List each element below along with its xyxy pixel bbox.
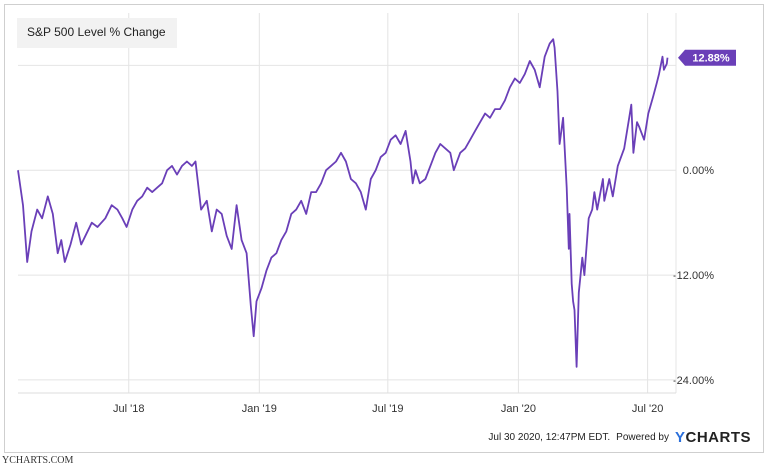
y-tick-label: -12.00% — [673, 270, 714, 282]
line-chart: Jul '18 Jan '19 Jul '19 Jan '20 Jul '20 0.00%… — [17, 13, 736, 415]
timestamp: Jul 30 2020, 12:47PM EDT. — [488, 432, 611, 443]
y-tick-label: -24.00% — [673, 375, 714, 387]
ycharts-logo[interactable]: YCHARTS — [675, 429, 751, 446]
x-tick-label: Jan '19 — [242, 403, 277, 415]
powered-by-label: Powered by — [616, 432, 669, 443]
end-value-flag — [678, 49, 736, 66]
chart-title: S&P 500 Level % Change — [27, 25, 166, 39]
series-line — [17, 38, 669, 368]
x-tick-label: Jul '20 — [632, 403, 663, 415]
x-tick-label: Jan '20 — [501, 403, 536, 415]
end-value-label: 12.88% — [692, 53, 730, 65]
x-tick-label: Jul '18 — [113, 403, 144, 415]
ycharts-logo-mark: Y — [674, 429, 686, 446]
x-tick-label: Jul '19 — [372, 403, 403, 415]
legend-box: S&P 500 Level % Change — [17, 18, 177, 48]
ycharts-logo-text: CHARTS — [685, 429, 751, 446]
chart-footer: Jul 30 2020, 12:47PM EDT. Powered by YCH… — [488, 429, 751, 446]
y-tick-label: 0.00% — [683, 165, 714, 177]
watermark: YCHARTS.COM — [2, 455, 74, 466]
chart-frame: Jul '18 Jan '19 Jul '19 Jan '20 Jul '20 0.00%… — [4, 4, 764, 453]
